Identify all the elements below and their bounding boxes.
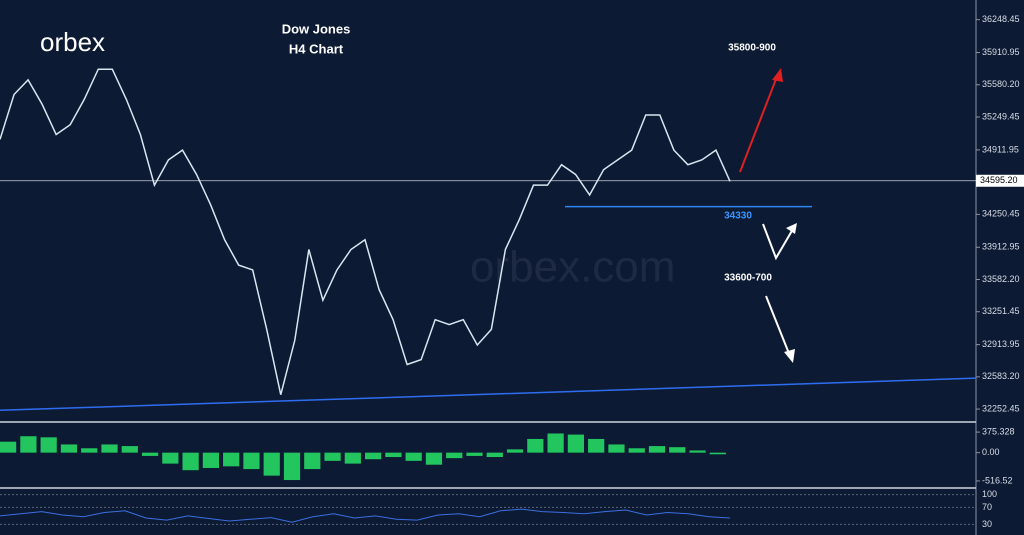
current-price-box	[976, 174, 1024, 187]
y-tick-label: 100	[982, 489, 997, 499]
macd-bar	[689, 450, 706, 453]
logo: orbex	[40, 27, 105, 57]
y-tick-label: 30	[982, 519, 992, 529]
macd-bar	[365, 452, 382, 460]
y-tick-label: 33912.95	[982, 242, 1020, 252]
watermark: orbex.com	[470, 243, 675, 292]
chart-subtitle: H4 Chart	[289, 41, 344, 56]
rsi-line	[0, 508, 731, 523]
y-tick-label: 0.00	[982, 447, 1000, 457]
macd-bar	[243, 452, 260, 470]
macd-bar	[709, 452, 726, 455]
y-tick-label: 32583.20	[982, 371, 1020, 381]
macd-bar	[567, 434, 584, 453]
macd-bar	[20, 436, 37, 453]
y-tick-label: 34250.45	[982, 209, 1020, 219]
y-tick-label: 32913.95	[982, 339, 1020, 349]
support-label: 34330	[724, 210, 752, 221]
y-tick-label: 34911.95	[982, 144, 1019, 154]
y-tick-label: -516.52	[982, 475, 1013, 485]
macd-bar	[162, 452, 179, 464]
macd-bar	[60, 444, 78, 453]
macd-bar	[466, 452, 483, 456]
chart-title: Dow Jones	[282, 21, 351, 36]
y-tick-label: 35580.20	[982, 79, 1020, 89]
macd-bar	[81, 448, 98, 453]
y-tick-label: 70	[982, 502, 992, 512]
y-tick-label: 36248.45	[982, 14, 1020, 24]
macd-bar	[0, 441, 17, 453]
macd-bar	[425, 452, 443, 465]
macd-bar	[202, 452, 219, 468]
macd-bar	[547, 433, 564, 453]
macd-bar	[506, 449, 524, 453]
y-tick-label: 32252.45	[982, 403, 1020, 413]
macd-bar	[446, 452, 463, 459]
macd-bar	[628, 448, 645, 453]
macd-bar	[486, 452, 503, 458]
macd-bar	[182, 452, 199, 471]
current-price-label: 34595.20	[980, 175, 1018, 185]
y-tick-label: 35910.95	[982, 47, 1020, 57]
y-tick-label: 375.328	[982, 426, 1015, 436]
macd-bar	[304, 452, 321, 470]
macd-bar	[405, 452, 422, 461]
macd-bar	[648, 446, 666, 453]
annotation: 33600-700	[724, 273, 772, 284]
macd-bar	[223, 452, 240, 467]
macd-bar	[669, 447, 686, 453]
macd-bar	[101, 444, 118, 453]
macd-bar	[141, 452, 159, 456]
annotation: 35800-900	[728, 43, 776, 54]
macd-bar	[385, 452, 402, 458]
macd-bar	[588, 438, 605, 453]
macd-bar	[40, 437, 57, 453]
macd-bar	[324, 452, 341, 461]
macd-bar	[527, 438, 544, 453]
macd-bar	[283, 452, 301, 481]
y-tick-label: 33582.20	[982, 274, 1020, 284]
macd-bar	[344, 452, 361, 464]
y-tick-label: 33251.45	[982, 306, 1020, 316]
y-tick-label: 35249.45	[982, 111, 1020, 121]
macd-bar	[608, 444, 625, 453]
trendline	[0, 377, 977, 412]
macd-bar	[121, 446, 138, 453]
arrows	[739, 68, 797, 363]
price-line	[0, 68, 731, 395]
macd-bar	[263, 452, 280, 476]
